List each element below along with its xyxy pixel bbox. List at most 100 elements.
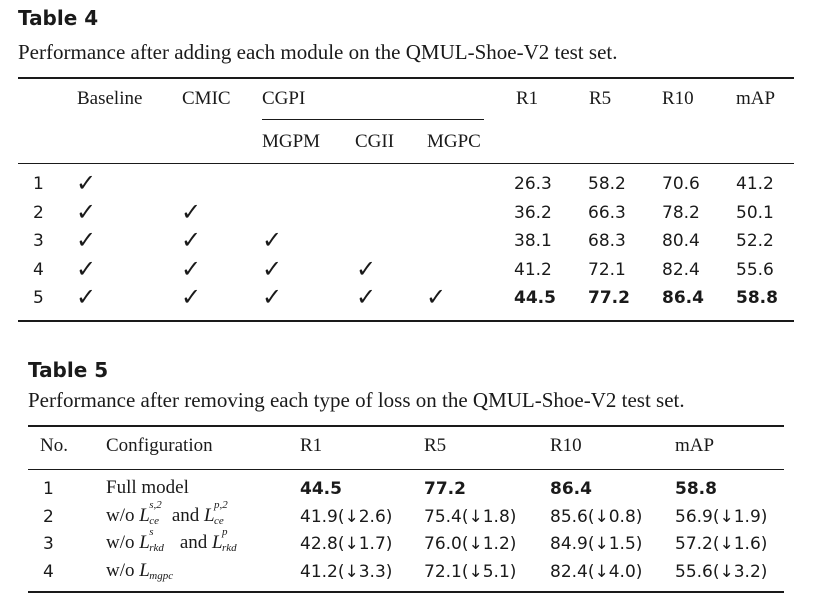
- check-mark-icon: ✓: [262, 254, 283, 283]
- loss-symbol-sub: rkd: [222, 542, 237, 554]
- loss-symbol-sup: p: [222, 526, 228, 538]
- table5-top-rule: [28, 425, 784, 427]
- check-mark-icon: ✓: [356, 254, 377, 283]
- table5-cell-map: 57.2(↓1.6): [675, 534, 768, 554]
- table4-cell-map: 58.8: [736, 288, 778, 308]
- t4-cgpi-subrule: [262, 119, 484, 120]
- table5-row-id: 4: [43, 561, 54, 582]
- check-mark-icon: ✓: [181, 283, 202, 311]
- t4-header-mgpm: MGPM: [262, 131, 321, 152]
- t5-header-map: mAP: [675, 435, 715, 456]
- table5-cell-map: 56.9(↓1.9): [675, 506, 768, 527]
- check-mark-icon: ✓: [76, 197, 97, 226]
- check-mark-icon: ✓: [181, 197, 202, 226]
- table4-row-id: 2: [33, 202, 44, 223]
- table5-cell-r1: 41.2(↓3.3): [300, 561, 393, 582]
- table4-row-id: 5: [33, 288, 44, 308]
- t5-header-config: Configuration: [106, 435, 213, 456]
- loss-symbol-base: L: [212, 532, 223, 553]
- loss-symbol-sup: s: [149, 526, 154, 538]
- table5-cell-r5: 72.1(↓5.1): [424, 561, 517, 582]
- loss-symbol-sub: ce: [149, 514, 160, 527]
- table4-bottom-rule: [18, 320, 794, 322]
- check-mark-icon: ✓: [76, 254, 97, 283]
- t5-header-no: No.: [40, 435, 68, 456]
- table5-title: Table 5: [28, 358, 109, 382]
- check-mark-icon: ✓: [76, 169, 97, 197]
- table4-cell-r5: 58.2: [588, 174, 626, 194]
- t4-header-cgii: CGII: [355, 131, 395, 152]
- table4-cell-r10: 82.4: [662, 259, 700, 280]
- config-prefix: w/o: [106, 532, 135, 553]
- table5-cell-r1: 41.9(↓2.6): [300, 506, 393, 527]
- table5-row-id: 2: [43, 506, 54, 527]
- loss-symbol-base: L: [139, 532, 150, 553]
- t4-header-r5: R5: [589, 88, 612, 109]
- table5-cell-map: 58.8: [675, 479, 717, 499]
- table5-bottom-rule: [28, 591, 784, 593]
- t5-header-r1: R1: [300, 435, 323, 456]
- table5-cell-r10: 85.6(↓0.8): [550, 506, 643, 527]
- table5-cell-r10: 82.4(↓4.0): [550, 561, 643, 582]
- config-prefix: w/o: [106, 504, 135, 526]
- table4-cell-r5: 72.1: [588, 259, 626, 280]
- loss-symbol-sub: mgpc: [149, 569, 174, 582]
- table4-cell-map: 55.6: [736, 259, 774, 280]
- t4-header-map: mAP: [736, 88, 776, 109]
- table4-cell-r10: 78.2: [662, 202, 700, 223]
- table5-row-id: 1: [43, 479, 54, 499]
- table4-mid-rule: [18, 163, 794, 164]
- table4-row-id: 3: [33, 231, 44, 251]
- table4-cell-r1: 41.2: [514, 259, 552, 280]
- t4-header-cgpi: CGPI: [262, 88, 306, 109]
- table5-cell-r1: 44.5: [300, 479, 342, 499]
- table5-mid-rule: [28, 469, 784, 470]
- t4-header-cmic: CMIC: [182, 88, 231, 109]
- table4-cell-r10: 86.4: [662, 288, 704, 308]
- table4-caption: Performance after adding each module on …: [18, 40, 618, 64]
- loss-symbol-sup: p,2: [214, 498, 228, 511]
- loss-symbol-base: L: [139, 559, 150, 581]
- loss-symbol-base: L: [139, 504, 150, 526]
- table4-title: Table 4: [18, 6, 99, 30]
- table5-cell-r10: 84.9(↓1.5): [550, 534, 643, 554]
- table4-cell-r5: 66.3: [588, 202, 626, 223]
- check-mark-icon: ✓: [262, 283, 283, 311]
- loss-symbol-sup: s,2: [149, 498, 162, 511]
- table5-cell-r5: 75.4(↓1.8): [424, 506, 517, 527]
- table4-top-rule: [18, 77, 794, 79]
- t4-header-r1: R1: [516, 88, 539, 109]
- table4-cell-r1: 44.5: [514, 288, 556, 308]
- table4-cell-r1: 36.2: [514, 202, 552, 223]
- table4-cell-r5: 68.3: [588, 231, 626, 251]
- table5-config: Full model: [106, 477, 189, 498]
- table4-cell-r10: 80.4: [662, 231, 700, 251]
- loss-symbol-sub: ce: [214, 514, 224, 527]
- check-mark-icon: ✓: [76, 283, 97, 311]
- table4-cell-r1: 38.1: [514, 231, 552, 251]
- t4-header-mgpc: MGPC: [427, 131, 481, 152]
- table4-cell-r10: 70.6: [662, 174, 700, 194]
- table5-row-id: 3: [43, 534, 54, 554]
- check-mark-icon: ✓: [181, 254, 202, 283]
- table4-cell-r5: 77.2: [588, 288, 630, 308]
- table5-cell-r10: 86.4: [550, 479, 592, 499]
- table4-cell-map: 52.2: [736, 231, 774, 251]
- check-mark-icon: ✓: [76, 226, 97, 254]
- table4-row-id: 4: [33, 259, 44, 280]
- table4-row-id: 1: [33, 174, 44, 194]
- check-mark-icon: ✓: [356, 283, 377, 311]
- table4-cell-map: 50.1: [736, 202, 774, 223]
- config-joiner: and: [171, 504, 200, 526]
- table4-cell-r1: 26.3: [514, 174, 552, 194]
- table5-caption: Performance after removing each type of …: [28, 388, 685, 412]
- t4-header-baseline: Baseline: [77, 88, 143, 109]
- loss-symbol-base: L: [204, 504, 215, 526]
- config-prefix: w/o: [106, 559, 135, 581]
